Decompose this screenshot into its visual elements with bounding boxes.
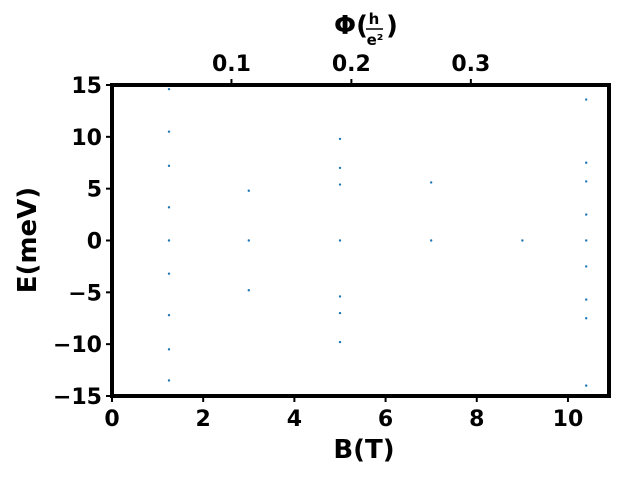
data-point <box>585 239 588 242</box>
data-point <box>585 384 588 387</box>
y-tick-label: 0 <box>87 230 102 255</box>
top-tick-label: 0.2 <box>332 52 371 77</box>
data-point <box>247 239 250 242</box>
y-tick-label: −15 <box>53 385 102 410</box>
top-axis-label-denominator: e² <box>367 31 384 49</box>
x-tick-label: 0 <box>104 407 119 432</box>
data-point <box>429 181 433 184</box>
data-point <box>585 98 588 101</box>
data-point <box>167 164 171 168</box>
data-point <box>167 348 171 351</box>
data-point <box>338 183 342 186</box>
data-point <box>167 87 171 91</box>
x-axis-label: B(T) <box>333 435 394 465</box>
top-tick-label: 0.3 <box>451 52 490 77</box>
data-point <box>167 313 171 317</box>
data-point <box>585 317 588 320</box>
x-tick-label: 6 <box>378 407 393 432</box>
x-axis-ticks: 0 2 4 6 8 10 <box>104 396 583 432</box>
data-point <box>585 265 588 268</box>
data-point <box>521 239 524 242</box>
y-tick-label: 15 <box>71 74 102 99</box>
top-tick-label: 0.1 <box>212 52 251 77</box>
data-point <box>167 206 171 209</box>
data-point <box>338 166 342 170</box>
x-tick-label: 2 <box>196 407 211 432</box>
data-point <box>585 180 588 183</box>
data-point <box>247 289 250 292</box>
data-point <box>167 239 171 242</box>
top-axis-label: Φ( h e² ) <box>334 10 398 49</box>
top-axis-label-close: ) <box>386 11 398 41</box>
top-axis-ticks: 0.1 0.2 0.3 <box>212 52 490 85</box>
data-point <box>338 295 342 298</box>
data-point <box>167 379 171 382</box>
data-point <box>585 161 588 164</box>
data-point <box>585 213 588 216</box>
data-point <box>338 340 342 344</box>
y-tick-label: −10 <box>53 333 102 358</box>
y-axis-label: E(meV) <box>13 187 43 293</box>
data-point <box>429 239 433 242</box>
top-axis-label-numerator: h <box>369 10 380 28</box>
y-tick-label: 5 <box>87 178 102 203</box>
data-point <box>338 311 342 315</box>
top-axis-label-symbol: Φ( <box>334 11 368 41</box>
x-tick-label: 4 <box>287 407 302 432</box>
data-point <box>585 298 588 301</box>
data-point <box>338 137 342 141</box>
x-tick-label: 8 <box>469 407 484 432</box>
y-tick-label: 10 <box>71 126 102 151</box>
data-point <box>338 239 342 242</box>
plot-frame <box>110 83 611 398</box>
y-tick-label: −5 <box>68 281 102 306</box>
data-point <box>167 130 171 133</box>
data-point <box>247 189 250 192</box>
scatter-points <box>167 87 588 387</box>
x-tick-label: 10 <box>553 407 584 432</box>
data-point <box>167 272 171 275</box>
y-axis-ticks: −15 −10 −5 0 5 10 15 <box>53 74 112 410</box>
